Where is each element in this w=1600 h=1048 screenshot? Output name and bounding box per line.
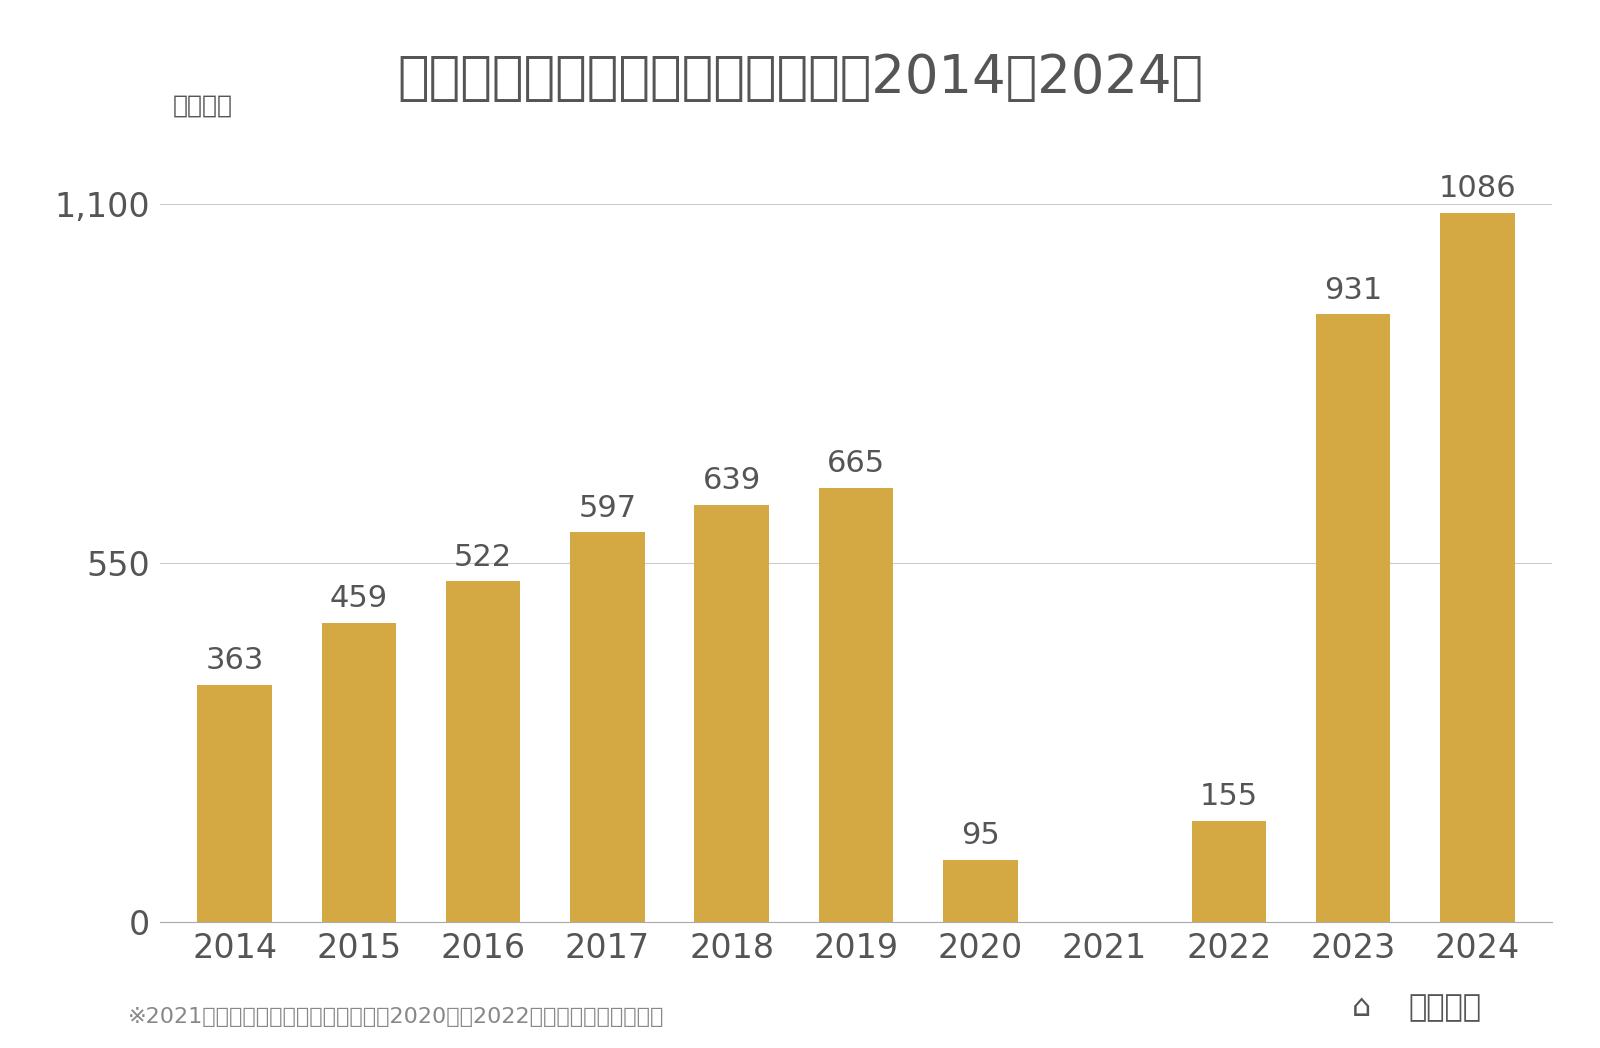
Text: （億円）: （億円） — [173, 93, 232, 117]
Text: ⌂: ⌂ — [1352, 992, 1371, 1022]
Text: 363: 363 — [205, 647, 264, 676]
Text: 1086: 1086 — [1438, 174, 1517, 203]
Text: 459: 459 — [330, 584, 387, 613]
Text: 95: 95 — [962, 822, 1000, 850]
Bar — [322, 623, 397, 922]
Text: 639: 639 — [702, 466, 762, 496]
Bar — [819, 488, 893, 922]
Bar — [197, 685, 272, 922]
Text: 訪日ラボ: 訪日ラボ — [1408, 992, 1482, 1022]
Bar — [1192, 821, 1266, 922]
Text: 訪日マレーシア人消費額の推移（2014〜2024）: 訪日マレーシア人消費額の推移（2014〜2024） — [397, 52, 1203, 105]
Bar — [1315, 314, 1390, 922]
Bar — [446, 582, 520, 922]
Bar — [942, 860, 1018, 922]
Text: 522: 522 — [454, 543, 512, 571]
Text: 597: 597 — [578, 494, 637, 523]
Bar — [570, 532, 645, 922]
Text: ※2021年は国別消費額のデータなし。2020年、2022年は観光庁の試算値。: ※2021年は国別消費額のデータなし。2020年、2022年は観光庁の試算値。 — [128, 1007, 664, 1027]
Bar — [1440, 213, 1515, 922]
Text: 155: 155 — [1200, 782, 1258, 811]
Text: 931: 931 — [1325, 276, 1382, 305]
Bar — [694, 505, 770, 922]
Text: 665: 665 — [827, 450, 885, 478]
